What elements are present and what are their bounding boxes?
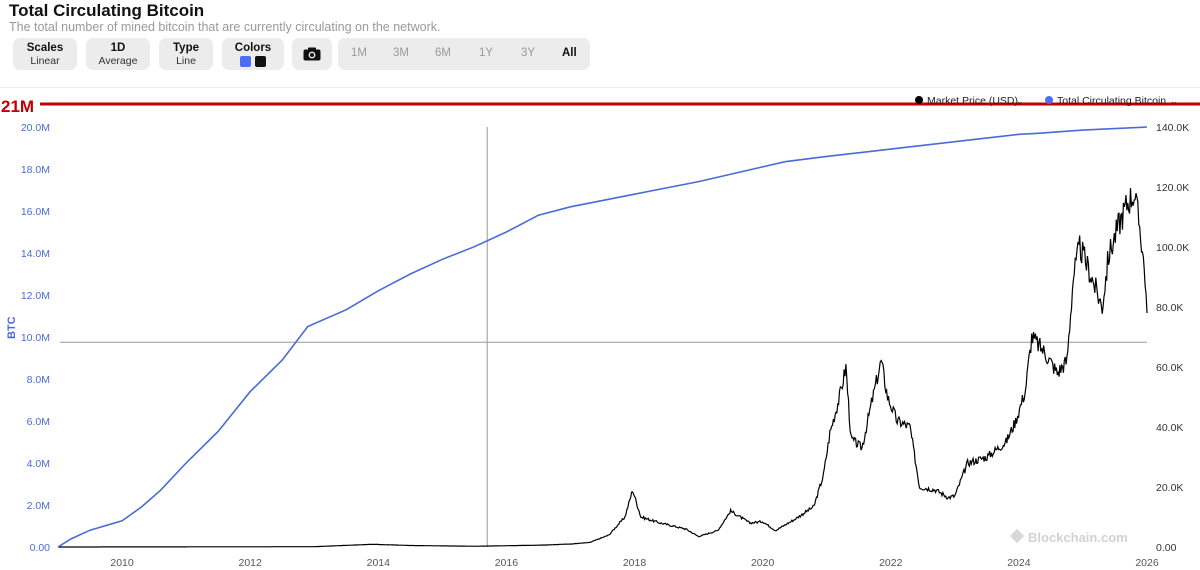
type-label: Type [173, 42, 199, 54]
interval-label: 1D [110, 42, 126, 54]
left-tick-label: 18.0M [21, 164, 50, 176]
right-tick-label: 140.0K [1156, 122, 1189, 134]
legend-price-dot [915, 96, 923, 104]
circulating-supply-line [57, 126, 1148, 548]
x-tick-label: 2022 [879, 557, 903, 569]
range-3y-button[interactable]: 3Y [521, 47, 536, 59]
interval-button[interactable]: 1D Average [86, 38, 150, 70]
range-1m-button[interactable]: 1M [351, 47, 367, 59]
x-tick-label: 2010 [110, 557, 134, 569]
interval-value: Average [98, 55, 138, 67]
color-swatch-price[interactable] [255, 56, 266, 67]
market-price-line [58, 187, 1148, 548]
left-tick-label: 12.0M [21, 290, 50, 302]
left-tick-label: 2.0M [27, 500, 50, 512]
x-tick-label: 2014 [367, 557, 391, 569]
x-tick-label: 2012 [238, 557, 262, 569]
left-tick-label: 4.0M [27, 458, 50, 470]
left-tick-label: 20.0M [21, 122, 50, 134]
left-tick-label: 16.0M [21, 206, 50, 218]
21m-annotation: 21M [1, 97, 34, 116]
right-tick-label: 80.0K [1156, 302, 1183, 314]
scales-button[interactable]: Scales Linear [13, 38, 77, 70]
legend-supply-chevron-icon[interactable]: ⌄ [1170, 97, 1178, 107]
watermark: Blockchain.com [1028, 530, 1128, 545]
scales-value: Linear [30, 55, 60, 67]
legend-price-label[interactable]: Market Price (USD) [927, 95, 1018, 107]
page-subtitle: The total number of mined bitcoin that a… [9, 20, 441, 34]
right-tick-label: 40.0K [1156, 422, 1183, 434]
colors-label: Colors [234, 42, 272, 54]
left-tick-label: 8.0M [27, 374, 50, 386]
time-range-group: 1M 3M 6M 1Y 3Y All [338, 38, 590, 70]
legend-supply-dot [1045, 96, 1053, 104]
blockchain-logo-icon [1009, 528, 1025, 544]
right-tick-label: 20.0K [1156, 482, 1183, 494]
range-1y-button[interactable]: 1Y [479, 47, 494, 59]
range-3m-button[interactable]: 3M [393, 47, 409, 59]
type-button[interactable]: Type Line [159, 38, 213, 70]
x-tick-label: 2026 [1135, 557, 1159, 569]
right-tick-label: 100.0K [1156, 242, 1189, 254]
x-tick-label: 2020 [751, 557, 775, 569]
right-tick-label: 0.00 [1156, 542, 1177, 554]
left-tick-label: 10.0M [21, 332, 50, 344]
left-axis-label: BTC [6, 316, 18, 339]
x-tick-label: 2018 [623, 557, 647, 569]
legend-supply-label[interactable]: Total Circulating Bitcoin [1057, 95, 1166, 107]
range-6m-button[interactable]: 6M [435, 47, 451, 59]
type-value: Line [176, 55, 196, 67]
left-tick-label: 14.0M [21, 248, 50, 260]
page-title: Total Circulating Bitcoin [9, 1, 205, 20]
x-tick-label: 2024 [1007, 557, 1031, 569]
right-tick-label: 120.0K [1156, 182, 1189, 194]
colors-button[interactable]: Colors [222, 38, 284, 70]
range-all-button[interactable]: All [562, 47, 577, 59]
left-tick-label: 0.00 [30, 542, 51, 554]
screenshot-button[interactable] [292, 38, 332, 70]
left-tick-label: 6.0M [27, 416, 50, 428]
right-tick-label: 60.0K [1156, 362, 1183, 374]
legend-price-chevron-icon[interactable]: ⌄ [1016, 97, 1024, 107]
scales-label: Scales [26, 42, 64, 54]
color-swatch-supply[interactable] [240, 56, 251, 67]
x-tick-label: 2016 [495, 557, 519, 569]
camera-icon [303, 47, 321, 61]
